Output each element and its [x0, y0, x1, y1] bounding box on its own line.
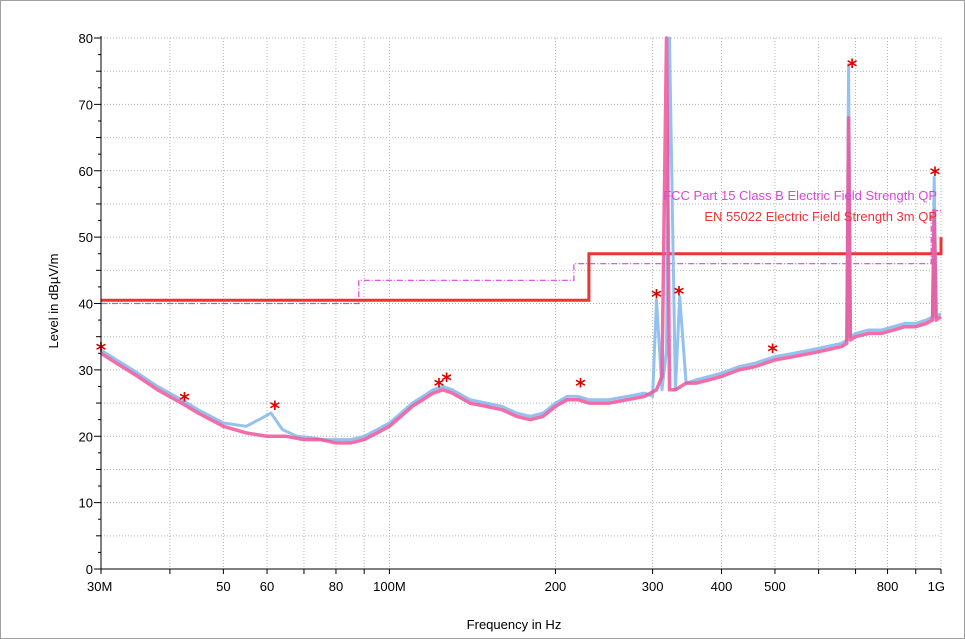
y-tick-label: 10: [79, 496, 93, 511]
limit-line: [101, 237, 943, 302]
limit-labels: FCC Part 15 Class B Electric Field Stren…: [663, 188, 937, 224]
x-tick-label: 500: [764, 579, 786, 594]
peak-marker: *: [575, 374, 586, 398]
peak-marker: *: [930, 163, 941, 187]
data-series: [100, 36, 942, 445]
x-tick-label: 800: [877, 579, 899, 594]
y-tick-label: 60: [79, 164, 93, 179]
y-axis-title: Level in dBµV/m: [46, 254, 61, 349]
x-tick-label: 1G: [928, 579, 945, 594]
peak-marker: *: [767, 339, 778, 363]
x-tick-label: 30M: [87, 579, 112, 594]
peak-marker: *: [441, 369, 452, 393]
peak-marker: *: [270, 396, 281, 420]
limit-lines: [101, 210, 943, 305]
x-tick-label: 200: [545, 579, 567, 594]
y-tick-label: 50: [79, 230, 93, 245]
peak-marker: *: [179, 388, 190, 412]
y-tick-labels: 0 10 20 30 40 50 60 70 80: [79, 31, 93, 577]
y-tick-label: 0: [86, 562, 93, 577]
axes: [94, 36, 942, 574]
peak-marker: *: [434, 374, 445, 398]
peak-marker: *: [651, 285, 662, 309]
x-tick-label: 80: [329, 579, 343, 594]
peak-marker: *: [847, 55, 858, 79]
x-tick-label: 100M: [373, 579, 406, 594]
x-tick-labels: 30M 50 60 80 100M 200 300 400 500 800 1G: [87, 579, 945, 594]
x-axis-title: Frequency in Hz: [467, 617, 562, 632]
y-tick-label: 30: [79, 363, 93, 378]
trace-line: [100, 36, 942, 445]
peak-marker: *: [674, 282, 685, 306]
limit-label: FCC Part 15 Class B Electric Field Stren…: [663, 188, 937, 203]
limit-label: EN 55022 Electric Field Strength 3m QP: [704, 209, 937, 224]
y-tick-label: 20: [79, 429, 93, 444]
x-tick-label: 400: [711, 579, 733, 594]
x-tick-label: 300: [642, 579, 664, 594]
y-tick-label: 40: [79, 297, 93, 312]
x-tick-label: 60: [260, 579, 274, 594]
y-tick-label: 70: [79, 97, 93, 112]
x-tick-label: 50: [216, 579, 230, 594]
y-tick-label: 80: [79, 31, 93, 46]
grid: [100, 37, 942, 570]
